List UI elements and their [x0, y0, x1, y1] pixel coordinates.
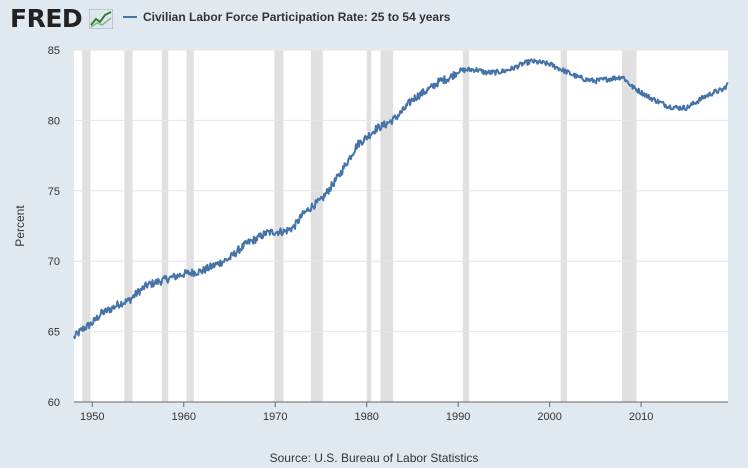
y-axis-label: Percent [13, 205, 27, 247]
recession-band-2 [161, 50, 169, 402]
recession-band-10 [621, 50, 637, 402]
recession-band-9 [560, 50, 568, 402]
legend-swatch [123, 16, 137, 18]
y-tick-label: 70 [48, 256, 60, 268]
y-tick-label: 85 [48, 45, 60, 57]
y-tick-label: 65 [48, 327, 60, 339]
x-tick-label: 2000 [537, 411, 561, 423]
chart-line-icon [89, 9, 113, 29]
recession-band-0 [82, 50, 91, 402]
x-tick-label: 1970 [263, 411, 287, 423]
y-tick-label: 80 [48, 115, 60, 127]
chart-legend[interactable]: Civilian Labor Force Participation Rate:… [123, 10, 450, 24]
legend-label: Civilian Labor Force Participation Rate:… [143, 10, 451, 24]
x-tick-label: 2010 [629, 411, 653, 423]
plot-area [74, 50, 728, 402]
x-axis [74, 401, 728, 407]
recession-band-7 [380, 50, 394, 402]
x-tick-label: 1950 [80, 411, 104, 423]
source-note: Source: U.S. Bureau of Labor Statistics [269, 451, 479, 465]
x-tick-label: 1980 [354, 411, 378, 423]
y-tick-label: 60 [48, 397, 60, 409]
series-line [73, 58, 729, 340]
recession-band-3 [186, 50, 194, 402]
y-tick-label: 75 [48, 186, 60, 198]
x-tick-labels: 1950 1960 1970 1980 1990 2000 2010 [80, 411, 653, 423]
recession-band-6 [366, 50, 372, 402]
fred-logo[interactable]: FRED [10, 4, 83, 33]
x-tick-label: 1990 [446, 411, 470, 423]
y-tick-labels: 60 65 70 75 80 85 [48, 45, 60, 409]
chart-header: FRED Civilian Labor Force Participation … [0, 0, 748, 38]
x-tick-label: 1960 [172, 411, 196, 423]
recession-band-4 [274, 50, 284, 402]
recession-shading [82, 50, 637, 402]
recession-band-1 [124, 50, 133, 402]
recession-band-8 [462, 50, 470, 402]
recession-band-5 [310, 50, 323, 402]
